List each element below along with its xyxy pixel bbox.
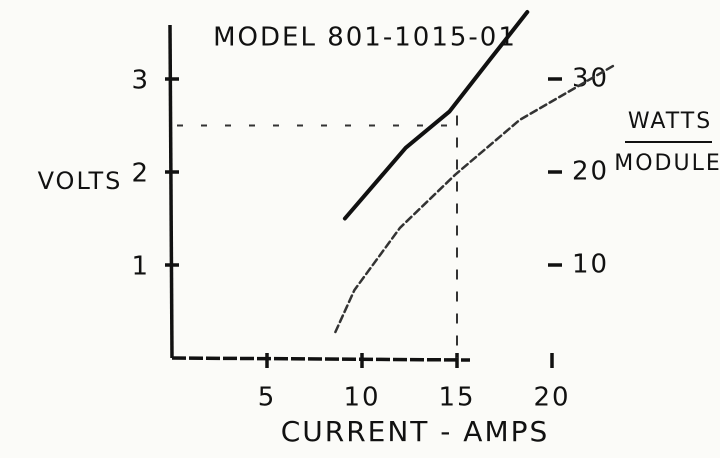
y-tick-label: 2 (131, 159, 150, 189)
y2-tick-label: 10 (572, 250, 609, 280)
x-axis-label: CURRENT - AMPS (281, 415, 550, 448)
chart: MODEL 801-1015-01 VOLTS CURRENT - AMPS W… (0, 0, 720, 458)
x-tick-label: 5 (258, 383, 277, 413)
y-axis-label: VOLTS (38, 167, 123, 195)
chart-title: MODEL 801-1015-01 (213, 23, 517, 53)
x-tick-label: 20 (533, 383, 570, 413)
y-axis (170, 25, 172, 358)
y2-axis-label: MODULE (614, 151, 720, 176)
y2-axis-label: WATTS (628, 109, 712, 134)
x-tick-label: 15 (438, 383, 475, 413)
x-tick-label: 10 (343, 383, 380, 413)
data-line (335, 65, 614, 332)
y2-tick-label: 20 (572, 157, 609, 187)
y-tick-label: 3 (131, 66, 150, 96)
x-axis (172, 358, 470, 360)
y-tick-label: 1 (131, 252, 150, 282)
